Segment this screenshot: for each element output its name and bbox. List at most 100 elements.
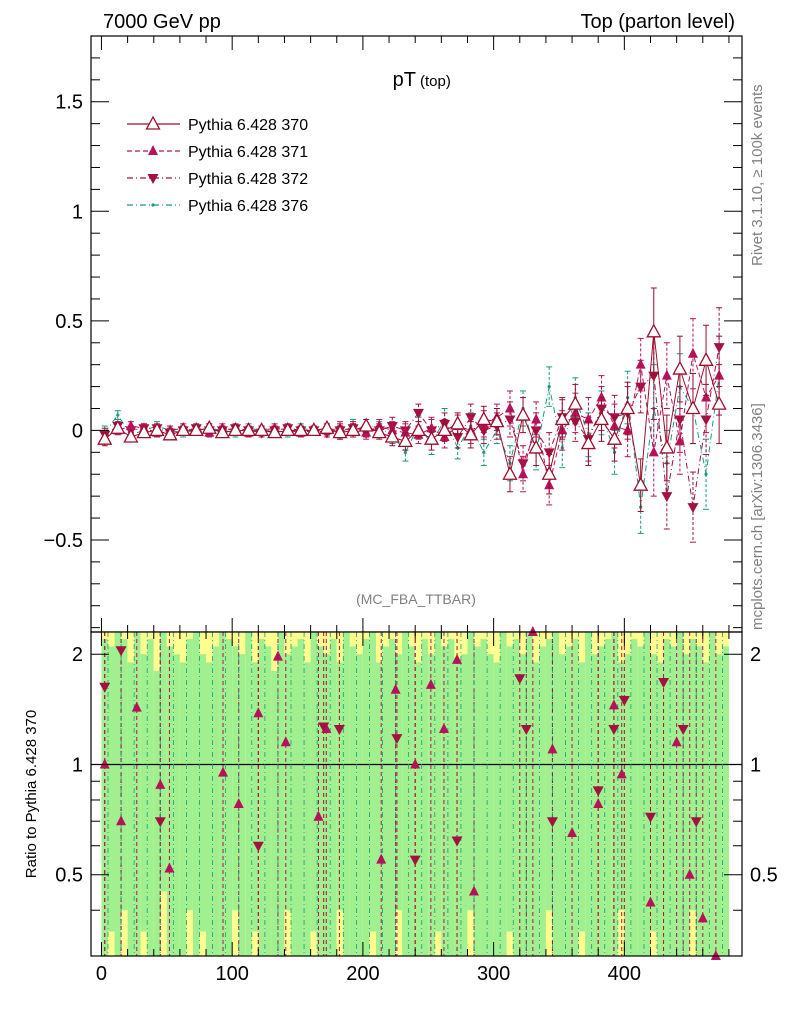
ratio-band-green — [284, 654, 292, 911]
ratio-band-green — [552, 632, 559, 956]
data-point — [554, 411, 570, 426]
data-point — [319, 419, 335, 434]
data-point — [293, 422, 309, 437]
ratio-point-372 — [333, 724, 345, 735]
data-point — [635, 382, 647, 393]
data-point — [596, 391, 607, 402]
ratio-band-green — [532, 662, 540, 956]
ratio-band-green — [173, 654, 180, 956]
ratio-band-green — [369, 632, 376, 932]
data-point — [580, 435, 596, 450]
y-tick-label: −0.5 — [44, 530, 83, 552]
x-tick-label: 100 — [215, 963, 248, 985]
main-data-layer — [97, 287, 727, 543]
x-tick-label: 200 — [346, 963, 379, 985]
watermark: (MC_FBA_TTBAR) — [356, 591, 476, 607]
ratio-band-green — [395, 654, 403, 911]
main-plot: −0.5 0 0.5 1 1.5 pT (top) (MC_FBA_TTBAR) Pyt… — [44, 35, 743, 633]
ratio-point-371 — [567, 827, 578, 838]
ratio-point-372 — [677, 724, 689, 735]
ratio-point-371 — [645, 896, 656, 907]
data-point — [687, 503, 699, 514]
ratio-point-371 — [390, 683, 401, 694]
ratio-frame — [90, 631, 743, 957]
ratio-band-green — [526, 632, 533, 956]
y-tick-label: 0 — [72, 420, 83, 442]
ratio-y-tick-label: 2 — [72, 644, 83, 666]
data-point — [593, 411, 610, 426]
ratio-band-green — [558, 654, 566, 956]
ratio-point-371 — [452, 653, 463, 664]
ratio-band-green — [382, 646, 390, 956]
main-y-axis: −0.5 0 0.5 1 1.5 — [44, 57, 742, 629]
ratio-band-green — [192, 632, 200, 956]
data-point — [648, 371, 660, 382]
ratio-point-371 — [697, 912, 708, 923]
ratio-band-green — [572, 639, 579, 956]
data-point — [227, 422, 244, 437]
ratio-point-372 — [592, 786, 604, 797]
ratio-band-green — [467, 632, 475, 911]
ratio-band-green — [578, 662, 586, 932]
ratio-bands — [101, 632, 729, 956]
ratio-point-372 — [644, 812, 656, 823]
ratio-band-green — [349, 646, 357, 956]
ratio-band-green — [389, 639, 396, 956]
ratio-band-green — [225, 639, 233, 956]
data-point — [384, 428, 400, 443]
series-line — [104, 353, 720, 486]
ratio-data-layer — [91, 626, 742, 960]
ratio-y-tick-label-right: 2 — [750, 644, 761, 666]
ratio-point-372 — [115, 646, 127, 657]
ratio-band-green — [643, 632, 651, 956]
ratio-band-green — [199, 654, 207, 932]
ratio-point-372 — [154, 817, 166, 828]
ratio-point-372 — [608, 724, 620, 735]
data-point — [240, 422, 257, 437]
header-left: 7000 GeV pp — [103, 11, 221, 33]
data-point — [400, 426, 411, 437]
y-tick-label: 0.5 — [55, 311, 83, 333]
ratio-point-371 — [671, 736, 682, 747]
ratio-point-371 — [527, 626, 538, 636]
ratio-y-axis: 0.5 0.5 1 1 2 2 — [55, 644, 778, 957]
ratio-band-green — [441, 646, 448, 956]
ratio-band-green — [140, 654, 148, 932]
x-tick-label: 0 — [96, 963, 107, 985]
ratio-band-green — [702, 662, 710, 956]
ratio-y-tick-label-right: 1 — [750, 754, 761, 776]
data-point — [397, 433, 413, 448]
ratio-band-green — [271, 670, 278, 956]
legend-label: Pythia 6.428 371 — [188, 144, 308, 161]
data-point — [661, 369, 672, 380]
ratio-band-green — [434, 632, 442, 932]
data-point — [116, 413, 120, 417]
data-point — [426, 422, 437, 433]
rivet-label: Rivet 3.1.10, ≥ 100k events — [749, 84, 766, 266]
data-point — [583, 413, 594, 424]
ratio-point-372 — [391, 734, 403, 745]
legend-marker — [147, 174, 159, 184]
ratio-band-green — [474, 646, 481, 956]
ratio-point-371 — [313, 810, 324, 821]
ratio-point-371 — [376, 853, 387, 864]
data-point — [371, 424, 387, 439]
ratio-band-green — [683, 654, 690, 956]
data-point — [659, 439, 675, 454]
ratio-point-372 — [451, 836, 463, 847]
legend-marker — [148, 145, 158, 155]
data-point — [646, 323, 662, 338]
data-point — [674, 435, 685, 446]
ratio-band-green — [121, 639, 128, 911]
ratio-ylabel: Ratio to Pythia 6.428 370 — [23, 710, 40, 878]
ratio-band-green — [258, 639, 265, 956]
x-tick-label: 300 — [477, 963, 510, 985]
ratio-point-371 — [469, 885, 480, 896]
ratio-band-green — [127, 662, 135, 956]
ratio-point-371 — [547, 743, 558, 754]
ratio-band-green — [637, 646, 644, 956]
data-point — [633, 476, 649, 491]
ratio-band-green — [343, 632, 350, 956]
data-point — [685, 400, 701, 415]
data-point — [410, 422, 427, 437]
